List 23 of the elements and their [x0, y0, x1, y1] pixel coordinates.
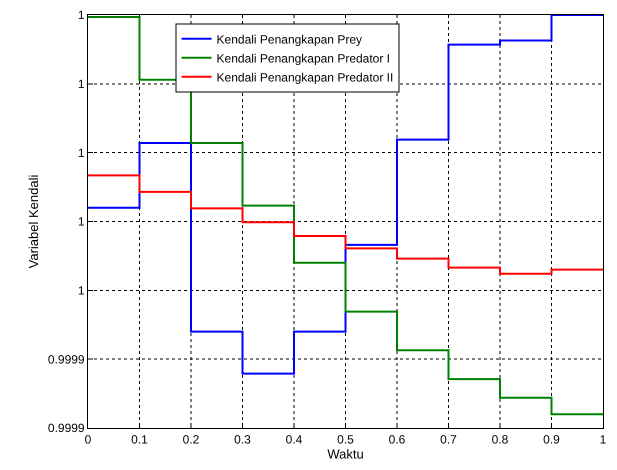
x-tick-label: 0.9 [543, 432, 560, 446]
legend-label: Kendali Penangkapan Predator I [216, 51, 390, 66]
x-tick-label: 0.2 [182, 432, 200, 446]
y-tick-label: 1 [78, 214, 85, 229]
y-tick-label: 1 [78, 146, 85, 160]
x-tick-label: 0.6 [388, 432, 406, 446]
x-tick-label: 0 [84, 432, 92, 446]
y-tick-label: 0.9999 [48, 352, 85, 366]
y-tick-label: 1 [78, 77, 85, 92]
x-tick-label: 0.7 [440, 432, 458, 446]
legend-label: Kendali Penangkapan Predator II [216, 70, 394, 84]
x-axis-title: Waktu [327, 446, 364, 462]
y-tick-label: 1 [78, 8, 85, 22]
x-tick-label: 0.1 [131, 432, 148, 446]
y-tick-label: 1 [78, 284, 85, 298]
y-tick-label: 0.9999 [48, 421, 85, 436]
x-tick-label: 0.5 [337, 432, 354, 446]
y-axis-title: Variabel Kendali [26, 174, 41, 268]
x-tick-label: 0.3 [234, 432, 252, 446]
x-tick-label: 0.4 [286, 432, 303, 446]
x-tick-label: 1 [600, 432, 607, 446]
x-tick-label: 0.8 [492, 432, 509, 446]
legend-label: Kendali Penangkapan Prey [216, 32, 362, 46]
